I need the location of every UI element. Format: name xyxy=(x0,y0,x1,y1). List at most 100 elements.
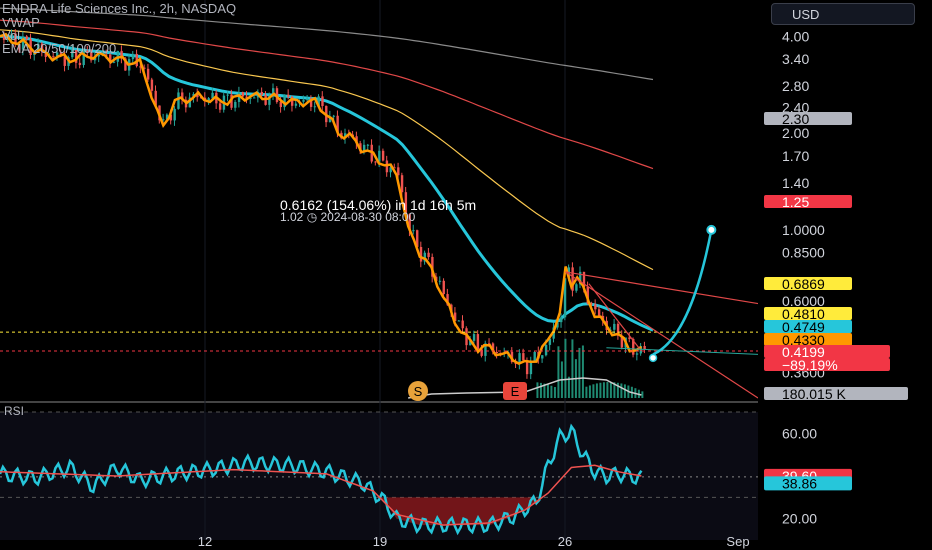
candle-body xyxy=(469,340,472,346)
candle-body xyxy=(613,323,616,330)
candle-body xyxy=(52,56,55,58)
candle-body xyxy=(306,98,309,101)
candle-body xyxy=(389,167,392,173)
candle-body xyxy=(582,271,586,287)
candle-body xyxy=(124,58,127,71)
candle-body xyxy=(313,106,317,108)
candle-body xyxy=(453,312,457,321)
candle-body xyxy=(317,96,320,107)
candle-body xyxy=(480,349,483,356)
candle-body xyxy=(560,317,563,323)
candle-body xyxy=(397,167,400,176)
candle-body xyxy=(476,334,480,350)
ema200-line xyxy=(0,7,654,81)
candle-body xyxy=(283,94,286,108)
volume-bar xyxy=(567,376,570,398)
volume-bar xyxy=(536,382,539,398)
candle-body xyxy=(381,150,385,161)
legend-volume[interactable]: Vol xyxy=(2,28,21,43)
legend-ema[interactable]: EMA 20/50/100/200 xyxy=(2,41,117,56)
candle-body xyxy=(438,280,442,282)
projection-target xyxy=(706,224,717,235)
candle-body xyxy=(120,50,123,59)
price-tag-label: 0.6869 xyxy=(782,276,825,292)
breakdown-line xyxy=(565,271,759,399)
rsi-tick-label: 60.00 xyxy=(782,425,817,441)
volume-bar xyxy=(557,346,560,398)
candle-body xyxy=(563,278,567,318)
candle-body xyxy=(525,360,529,375)
trendlines xyxy=(0,224,759,399)
legend-vwap[interactable]: VWAP xyxy=(2,15,40,30)
candle-body xyxy=(442,280,445,295)
candle-body xyxy=(74,49,78,63)
candle-body xyxy=(131,53,135,60)
price-tick-label: 1.70 xyxy=(782,148,809,164)
candle-body xyxy=(218,103,222,110)
price-tag-label: −89.19% xyxy=(782,357,838,373)
currency-button[interactable]: USD xyxy=(771,3,915,25)
candle-body xyxy=(635,353,639,355)
measure-sub-label: 1.02 ◷ 2024-08-30 08:00 xyxy=(280,210,416,224)
price-tag-label: 2.30 xyxy=(782,111,809,127)
candle-body xyxy=(548,338,552,345)
volume-bar xyxy=(581,345,584,398)
candle-body xyxy=(408,214,411,231)
candle-body xyxy=(105,54,108,56)
candle-body xyxy=(177,92,180,109)
price-tag xyxy=(764,320,852,333)
time-tick-label: 26 xyxy=(558,534,572,549)
candle-body xyxy=(362,144,366,152)
candle-body xyxy=(423,252,427,262)
volume-bar xyxy=(595,383,598,398)
price-tick-label: 2.40 xyxy=(782,100,809,116)
candle-body xyxy=(309,98,313,107)
symbol-title[interactable]: ENDRA Life Sciences Inc., 2h, NASDAQ xyxy=(2,1,237,16)
candle-body xyxy=(253,97,256,99)
price-tag xyxy=(764,345,890,358)
candle-body xyxy=(268,95,271,105)
volume-bar xyxy=(592,384,595,398)
price-axis[interactable]: 4.00 3.40 2.80 2.40 2.00 1.70 1.40 1.0000 0.8500… xyxy=(758,0,932,550)
volume-bar xyxy=(641,391,644,398)
candle-body xyxy=(294,103,298,106)
candle-body xyxy=(226,94,229,96)
candle-body xyxy=(461,320,464,329)
volume-bar xyxy=(571,339,574,398)
support-line xyxy=(606,347,759,355)
candle-body xyxy=(234,101,237,108)
time-axis[interactable]: 12 19 26 Sep xyxy=(198,534,750,549)
candle-body xyxy=(272,88,275,96)
marker-label: S xyxy=(414,384,423,399)
rsi-label: RSI xyxy=(4,404,25,418)
candle-body xyxy=(21,36,25,50)
volume-bar xyxy=(609,382,612,398)
candle-body xyxy=(44,51,48,57)
ema50-line xyxy=(0,29,654,271)
wedge-upper xyxy=(588,283,642,352)
candle-body xyxy=(328,116,332,123)
price-tag xyxy=(764,358,890,371)
candle-body xyxy=(290,96,294,106)
candle-body xyxy=(541,355,544,359)
ema100-line xyxy=(0,19,654,170)
candle-body xyxy=(544,344,548,356)
candle-body xyxy=(385,160,389,173)
candle-body xyxy=(279,102,282,108)
rsi-ma-line xyxy=(0,464,642,526)
candle-body xyxy=(616,323,620,336)
candle-body xyxy=(556,322,559,328)
candle-body xyxy=(495,352,499,354)
price-tag-label: 0.4330 xyxy=(782,332,825,348)
marker-e xyxy=(503,382,527,400)
volume-ma-line xyxy=(408,377,642,399)
candle-body xyxy=(366,144,370,146)
candle-body xyxy=(207,98,210,102)
candle-body xyxy=(594,304,597,310)
volume-bar xyxy=(543,383,546,398)
candle-body xyxy=(40,43,44,52)
candle-body xyxy=(378,150,381,162)
